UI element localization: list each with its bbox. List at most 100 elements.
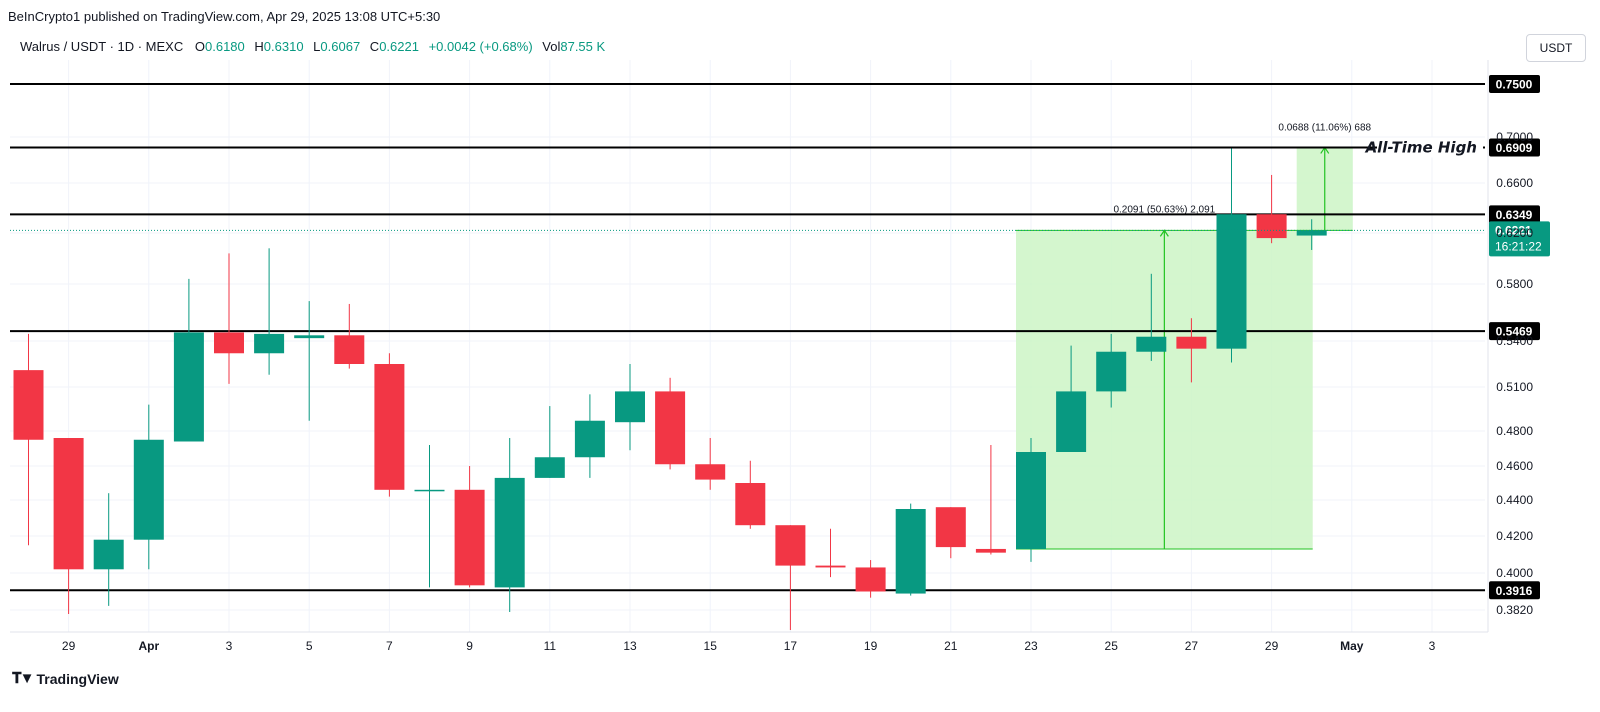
candle-body bbox=[494, 477, 525, 588]
time-tick-label: May bbox=[1340, 639, 1364, 653]
volume-label: Vol bbox=[542, 39, 561, 54]
time-tick-label: 9 bbox=[466, 639, 473, 653]
candle-body bbox=[815, 565, 846, 568]
price-tick-label: 0.7000 bbox=[1496, 130, 1533, 144]
time-tick-label: Apr bbox=[138, 639, 159, 653]
time-tick-label: 19 bbox=[864, 639, 878, 653]
price-tick-label: 0.3820 bbox=[1496, 603, 1533, 617]
publisher-line: BeInCrypto1 published on TradingView.com… bbox=[8, 9, 441, 24]
candle-body bbox=[13, 370, 44, 440]
close-value: 0.6221 bbox=[379, 39, 419, 54]
candle-body bbox=[334, 335, 365, 364]
candle-body bbox=[214, 332, 244, 354]
candle bbox=[1256, 174, 1287, 244]
time-tick-label: 27 bbox=[1185, 639, 1199, 653]
level-annotation-bg bbox=[1377, 137, 1483, 158]
price-tick-label: 0.4400 bbox=[1496, 493, 1533, 507]
candle bbox=[1136, 273, 1167, 361]
open-value: 0.6180 bbox=[205, 39, 245, 54]
candle bbox=[895, 503, 926, 596]
time-tick-label: 25 bbox=[1105, 639, 1119, 653]
time-tick-label: 15 bbox=[704, 639, 718, 653]
current-price-line: 0.6221 16:21:22 bbox=[10, 221, 1550, 257]
candles bbox=[13, 148, 1327, 630]
candle-body bbox=[53, 438, 84, 570]
candle bbox=[414, 445, 445, 588]
candle-body bbox=[1016, 452, 1046, 549]
candle bbox=[133, 404, 164, 570]
candle-body bbox=[1256, 214, 1287, 239]
candle bbox=[975, 445, 1006, 555]
candle-body bbox=[173, 332, 204, 442]
candle bbox=[735, 460, 766, 529]
low-label: L bbox=[313, 39, 321, 54]
candle bbox=[655, 377, 686, 470]
candle-body bbox=[855, 567, 886, 592]
candle bbox=[494, 438, 525, 612]
price-axis: 0.7000 0.6600 0.6200 0.5800 0.5400 0.5100 0.48… bbox=[1487, 60, 1533, 632]
close-label: C bbox=[369, 39, 380, 54]
level-price-label: 0.3916 bbox=[1496, 584, 1533, 598]
candle bbox=[1176, 318, 1207, 383]
candle-body bbox=[133, 439, 164, 540]
candle-body bbox=[1056, 391, 1087, 452]
symbol-title[interactable]: Walrus / USDT · 1D · MEXC bbox=[20, 39, 184, 54]
high-value: 0.6310 bbox=[263, 39, 304, 54]
price-tick-label: 0.4800 bbox=[1496, 424, 1533, 438]
time-tick-label: 7 bbox=[386, 639, 393, 653]
price-tick-label: 0.5400 bbox=[1496, 334, 1533, 348]
candle bbox=[815, 528, 846, 578]
candle bbox=[935, 507, 966, 559]
candle-body bbox=[1296, 230, 1327, 236]
level-price-tag bbox=[1489, 322, 1540, 341]
candle-body bbox=[775, 525, 806, 566]
candle-body bbox=[454, 489, 485, 586]
candle-body bbox=[695, 464, 726, 480]
candle-body bbox=[975, 548, 1006, 553]
tradingview-logo[interactable]: 𝐓▼ TradingView bbox=[12, 670, 119, 687]
candle bbox=[695, 438, 726, 490]
change-value: +0.0042 (+0.68%) bbox=[428, 39, 533, 54]
time-tick-label: 3 bbox=[1429, 639, 1436, 653]
range-arrow-head bbox=[1159, 229, 1169, 237]
time-tick-label: 29 bbox=[1265, 639, 1279, 653]
candle-body bbox=[1096, 351, 1127, 392]
level-price-label: 0.5469 bbox=[1496, 325, 1533, 339]
candle bbox=[1016, 438, 1046, 562]
candle-body bbox=[1216, 214, 1247, 349]
countdown-label: 16:21:22 bbox=[1495, 239, 1542, 253]
tradingview-logo-icon: 𝐓▼ bbox=[12, 670, 34, 687]
candle-body bbox=[655, 391, 686, 465]
candle bbox=[775, 525, 806, 630]
price-tick-label: 0.5100 bbox=[1496, 380, 1533, 394]
current-price-label: 0.6221 bbox=[1495, 223, 1532, 237]
candle bbox=[93, 493, 124, 606]
price-tick-label: 0.4200 bbox=[1496, 529, 1533, 543]
price-tick-label: 0.6600 bbox=[1496, 176, 1533, 190]
candle bbox=[574, 394, 605, 478]
symbol-legend: Walrus / USDT · 1D · MEXC O0.6180 H0.631… bbox=[20, 39, 611, 54]
candle bbox=[254, 248, 285, 375]
level-price-tag bbox=[1489, 138, 1540, 157]
candle-body bbox=[615, 391, 645, 423]
candle bbox=[1096, 333, 1127, 408]
candle-body bbox=[534, 457, 565, 478]
high-label: H bbox=[254, 39, 264, 54]
time-tick-label: 13 bbox=[623, 639, 637, 653]
candle bbox=[13, 333, 44, 546]
level-price-label: 0.7500 bbox=[1496, 78, 1533, 92]
candle-body bbox=[935, 507, 966, 548]
time-tick-label: 21 bbox=[944, 639, 958, 653]
candle-body bbox=[574, 420, 605, 458]
range-label: 0.2091 (50.63%) 2,091 bbox=[1113, 204, 1215, 215]
candle bbox=[334, 303, 365, 369]
candle bbox=[615, 364, 645, 451]
candle bbox=[1216, 148, 1247, 363]
currency-unit-button[interactable]: USDT bbox=[1526, 34, 1586, 62]
candle bbox=[374, 353, 405, 497]
candle bbox=[855, 560, 886, 598]
price-tick-label: 0.5800 bbox=[1496, 277, 1533, 291]
level-price-tag bbox=[1489, 581, 1540, 600]
volume-value: 87.55 K bbox=[560, 39, 606, 54]
